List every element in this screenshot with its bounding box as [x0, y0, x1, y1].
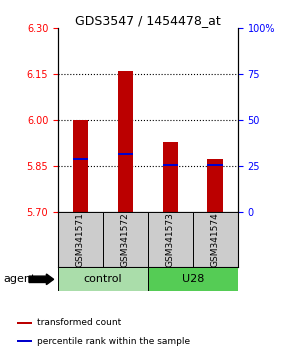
Bar	[117, 71, 133, 212]
Text: U28: U28	[182, 274, 204, 284]
Bar	[17, 340, 32, 342]
Text: GSM341572: GSM341572	[121, 212, 130, 267]
Text: control: control	[84, 274, 122, 284]
Text: GSM341574: GSM341574	[211, 212, 220, 267]
Bar	[148, 212, 193, 267]
Bar	[72, 120, 88, 212]
Bar	[207, 164, 223, 166]
Bar	[17, 322, 32, 324]
Text: agent: agent	[3, 274, 35, 284]
Bar	[193, 212, 238, 267]
Bar	[207, 159, 223, 212]
Bar	[117, 153, 133, 155]
Text: percentile rank within the sample: percentile rank within the sample	[37, 337, 190, 346]
Bar	[58, 267, 148, 291]
Bar	[148, 267, 238, 291]
Title: GDS3547 / 1454478_at: GDS3547 / 1454478_at	[75, 14, 221, 27]
Text: GSM341573: GSM341573	[166, 212, 175, 267]
Text: transformed count: transformed count	[37, 318, 122, 327]
Bar	[162, 142, 178, 212]
Bar	[58, 212, 103, 267]
Text: GSM341571: GSM341571	[76, 212, 85, 267]
Bar	[162, 164, 178, 166]
Bar	[72, 158, 88, 160]
Bar	[103, 212, 148, 267]
